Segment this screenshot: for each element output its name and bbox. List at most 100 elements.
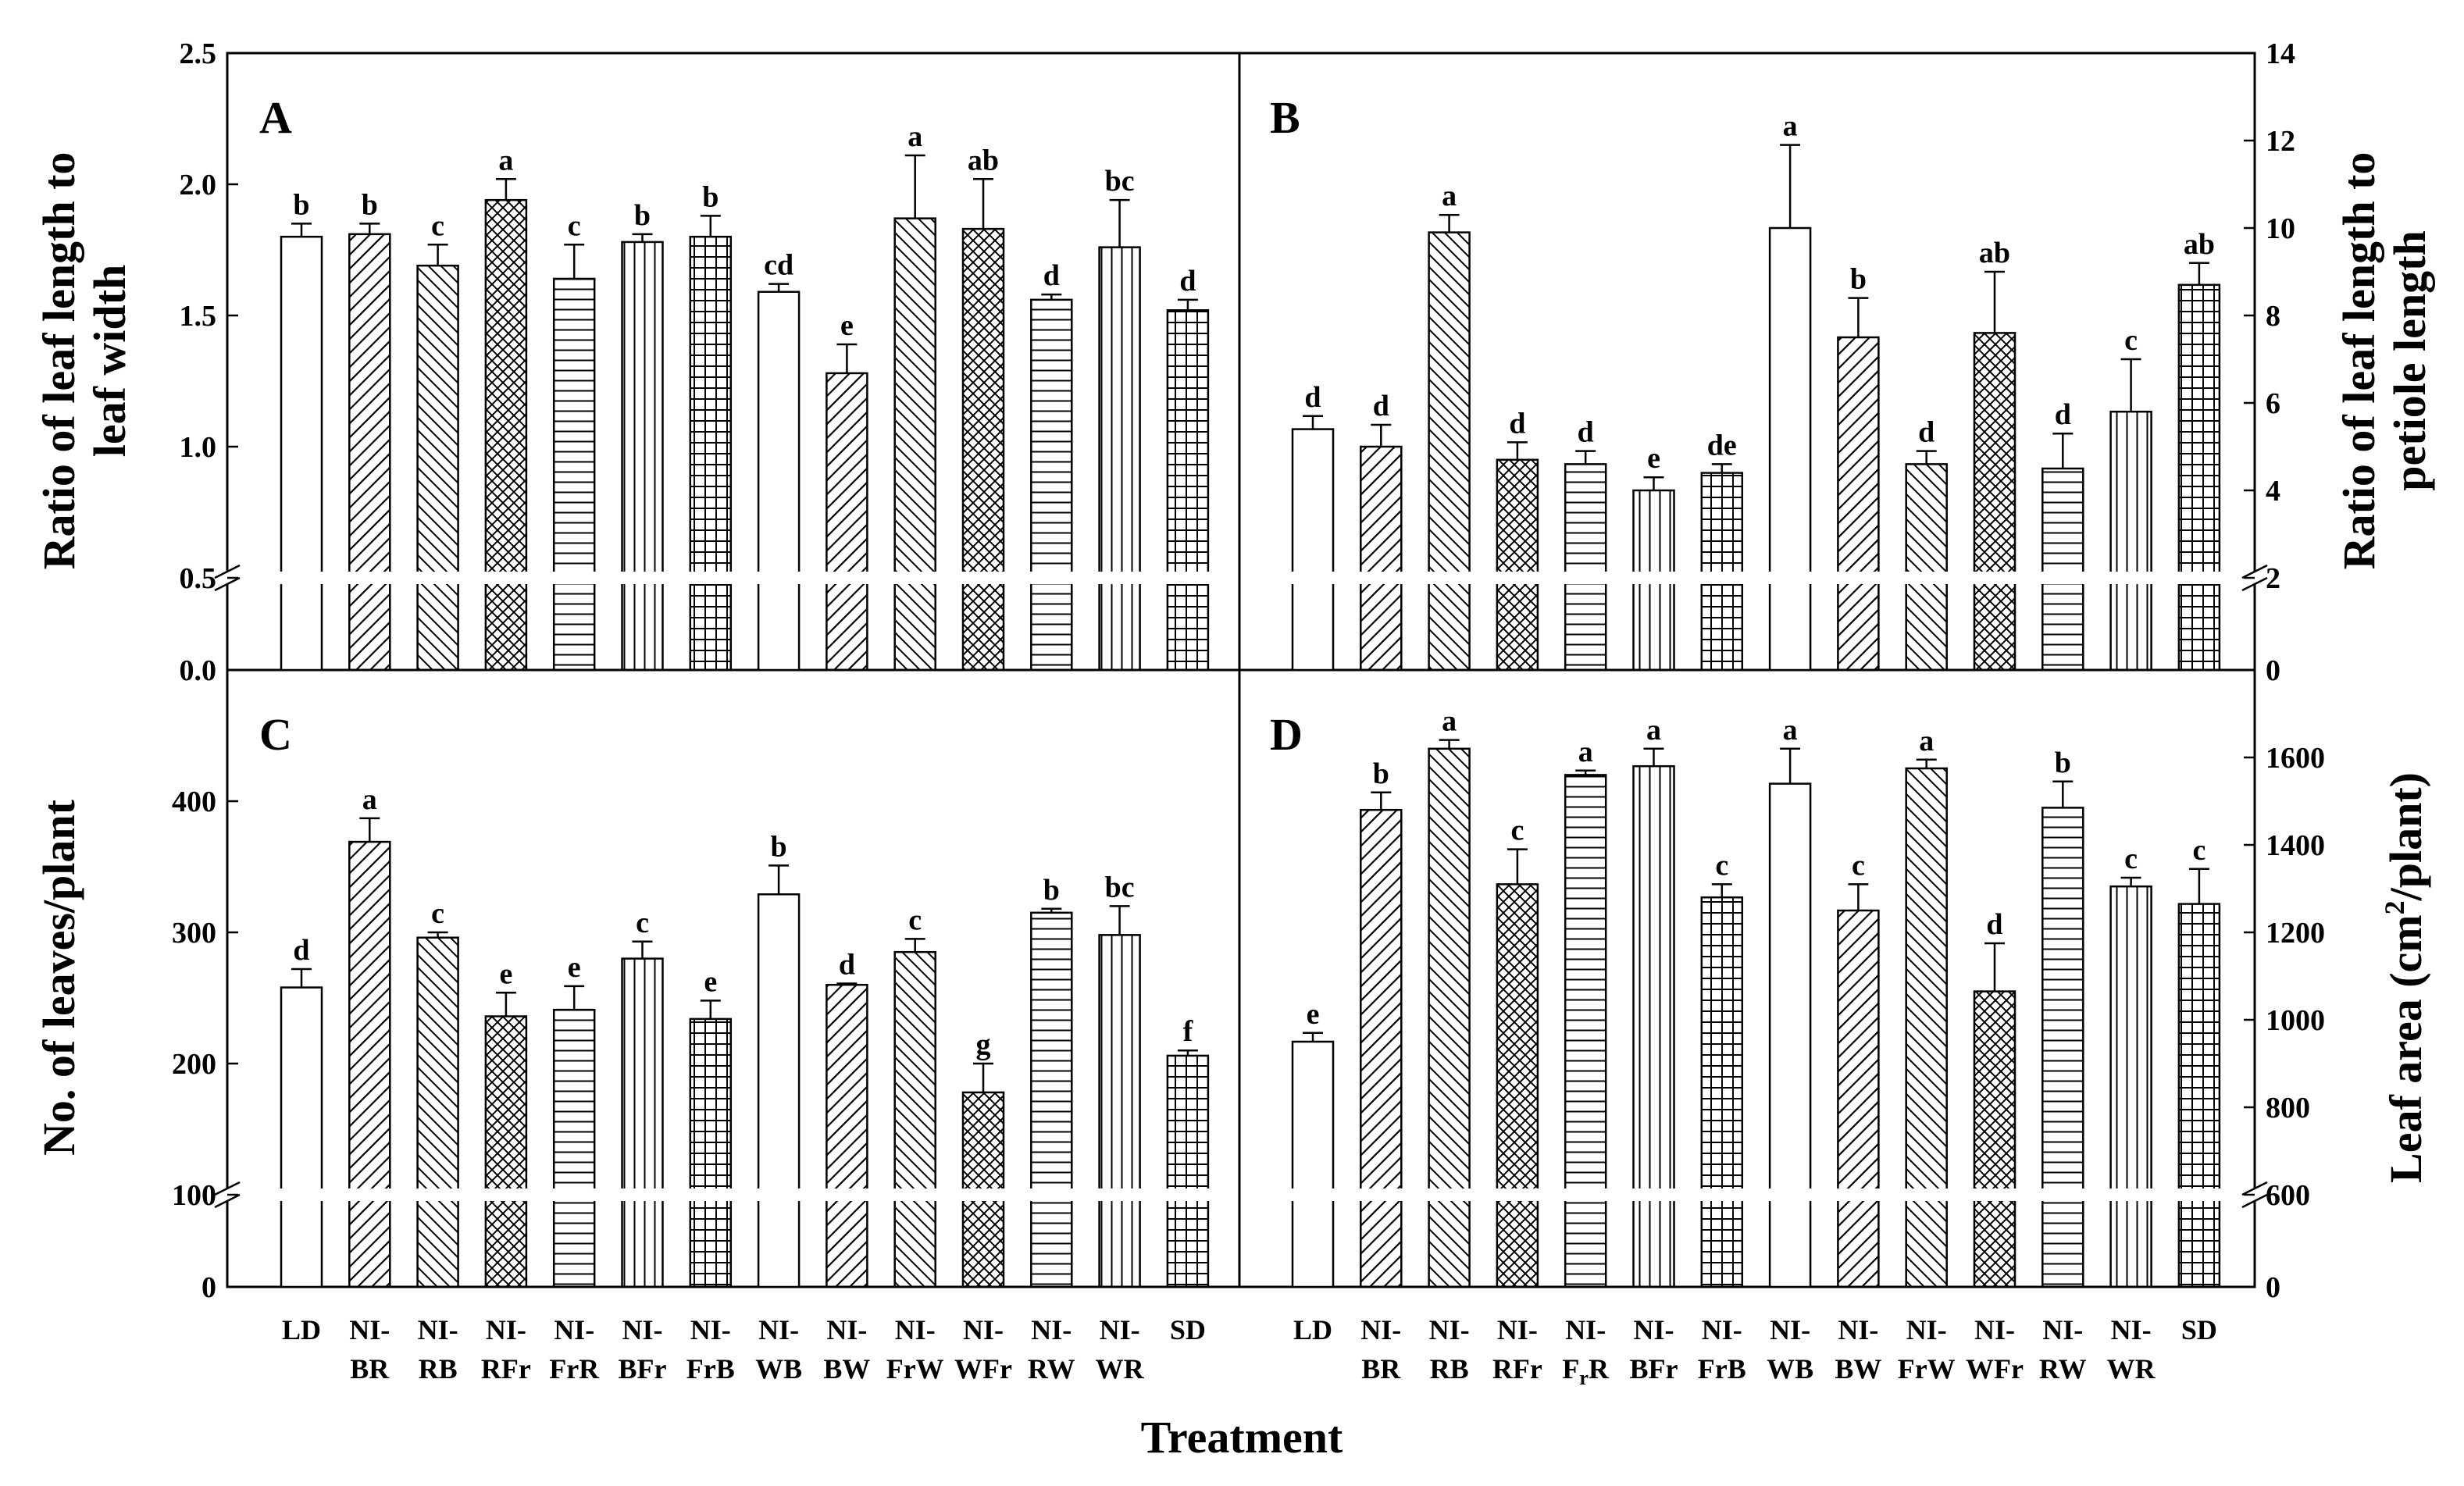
x-tick-label-line1: NI-	[1565, 1314, 1606, 1345]
x-tick-label-line1: NI-	[1838, 1314, 1878, 1345]
panel-a-y-tick-label: 0.0	[180, 654, 217, 687]
panel-c-sig-letter: f	[1183, 1015, 1194, 1048]
panel-a-y-tick-label: 2.5	[180, 37, 217, 70]
x-tick-label-line1: NI-	[1770, 1314, 1810, 1345]
panel-a-sig-letter: c	[431, 209, 444, 242]
panel-a-sig-letter: b	[634, 199, 651, 232]
panel-d-sig-letter: c	[1852, 849, 1865, 882]
panel-b-break-mark	[2241, 564, 2268, 579]
x-tick-label-line1: NI-	[349, 1314, 390, 1345]
panel-b-sig-letter: ab	[2184, 228, 2215, 261]
panel-d-y-tick-label: 1400	[2266, 829, 2325, 862]
panel-c-break-mark	[214, 1193, 241, 1209]
panel-b-sig-letter: ab	[1979, 237, 2010, 269]
panel-d-sig-letter: a	[1783, 714, 1798, 747]
panel-a-sig-letter: d	[1043, 259, 1060, 292]
panel-c-letter: C	[259, 709, 292, 760]
panel-b-y-tick-label: 8	[2266, 300, 2280, 333]
panel-c-sig-letter: d	[293, 934, 309, 967]
panel-c-bar	[1098, 934, 1141, 1288]
panel-c-sig-letter: d	[839, 949, 855, 982]
panel-c-sig-letter: c	[908, 903, 922, 936]
panel-b-sig-letter: b	[1850, 263, 1867, 296]
panel-d-bar	[1564, 774, 1607, 1288]
panel-d-sig-letter: d	[1986, 908, 2002, 941]
panel-d-bar	[1768, 782, 1812, 1288]
panel-a-ylabel-line1: Ratio of leaf length to	[34, 152, 84, 570]
panel-c-bar	[552, 1008, 596, 1288]
panel-d-bar	[1632, 764, 1675, 1288]
panel-b-bar	[2041, 467, 2084, 672]
panel-d-sig-letter: b	[2055, 747, 2071, 779]
panel-c-bar	[689, 1017, 733, 1288]
panel-d-y-tick-label: 0	[2266, 1271, 2280, 1304]
panel-d-sig-letter: c	[2124, 843, 2138, 875]
panel-b-y-tick-label: 14	[2266, 37, 2295, 70]
x-tick-label-line1: NI-	[1906, 1314, 1947, 1345]
panel-a-sig-letter: b	[362, 188, 378, 221]
panel-b-break-mark	[2241, 576, 2268, 592]
panel-a-bar	[961, 227, 1005, 672]
x-tick-label-line2: FrR	[549, 1353, 600, 1384]
panel-b-y-tick-label: 12	[2266, 125, 2295, 158]
panel-d-bar	[1973, 990, 2016, 1288]
panel-a-bar	[689, 235, 733, 672]
panel-d-ylabel-part1: Leaf area (cm	[2380, 914, 2431, 1183]
panel-a-sig-letter: b	[293, 188, 309, 221]
panel-a-bar	[621, 241, 664, 672]
x-tick-label-line2: BR	[350, 1353, 390, 1384]
panel-c-bar	[280, 986, 323, 1288]
panel-b-sig-letter: d	[1918, 416, 1934, 449]
panel-b-sig-letter: d	[1373, 390, 1389, 422]
panel-c-break-mark	[214, 1181, 241, 1196]
panel-c-bar	[825, 983, 868, 1288]
panel-d-y-tick-label: 800	[2266, 1092, 2310, 1124]
panel-c-sig-letter: b	[771, 830, 787, 863]
panel-d-y-tick-label: 1600	[2266, 742, 2325, 775]
panel-c-bar	[348, 840, 391, 1288]
panel-d-y-tick-label: 600	[2266, 1179, 2310, 1212]
panel-c-sig-letter: g	[976, 1028, 991, 1061]
panel-d-frame	[1238, 668, 2256, 1288]
panel-c-y-tick-label: 0	[201, 1271, 216, 1304]
x-tick-label-line2: WFr	[1966, 1353, 2024, 1384]
panel-c-sig-letter: c	[431, 897, 444, 930]
panel-d-bar	[1360, 808, 1403, 1288]
panel-a-y-tick-label: 0.5	[180, 562, 217, 595]
panel-a-sig-letter: b	[702, 180, 719, 213]
panel-c-sig-letter: c	[636, 907, 649, 939]
panel-a-bar	[280, 235, 323, 672]
panel-a-ylabel-line2: leaf width	[84, 265, 135, 458]
panel-d-ylabel-superscript: 2	[2379, 900, 2410, 914]
panel-c-sig-letter: e	[568, 951, 581, 984]
panel-d-sig-letter: a	[1646, 714, 1661, 747]
panel-b-ylabel-line1: Ratio of leaf length to	[2334, 152, 2384, 570]
x-tick-label-line2: FrW	[886, 1353, 944, 1384]
panel-a-y-tick-label: 1.0	[180, 431, 217, 464]
panel-b-sig-letter: d	[2055, 398, 2071, 431]
panel-c-bar	[416, 936, 459, 1288]
panel-a-bar	[416, 264, 459, 672]
x-tick-label-line1: NI-	[622, 1314, 663, 1345]
panel-b-sig-letter: d	[1578, 416, 1594, 449]
panel-b-bar	[1291, 428, 1335, 672]
x-tick-label-line1: NI-	[1429, 1314, 1470, 1345]
panel-c-break-gap	[229, 1188, 1238, 1201]
panel-b-bar	[1768, 226, 1812, 672]
panel-b-bar	[2177, 283, 2221, 672]
panel-d-bar	[1700, 896, 1744, 1288]
panel-c-y-tick-label: 200	[172, 1048, 216, 1081]
panel-a-bar	[1098, 246, 1141, 672]
x-tick-label-line1: NI-	[758, 1314, 799, 1345]
x-tick-label-line2: WFr	[954, 1353, 1012, 1384]
panel-d-bar	[1291, 1040, 1335, 1288]
bars-layer	[229, 144, 2253, 1288]
panel-b-sig-letter: a	[1442, 180, 1457, 212]
panel-b-sig-letter: d	[1509, 407, 1525, 440]
panel-b-bar	[1496, 458, 1539, 672]
panel-c-bar	[484, 1015, 528, 1288]
panel-b-break-gap	[1241, 572, 2253, 584]
panel-c-ylabel: No. of leaves/plant	[34, 799, 84, 1156]
x-tick-label-line1: NI-	[1974, 1314, 2015, 1345]
